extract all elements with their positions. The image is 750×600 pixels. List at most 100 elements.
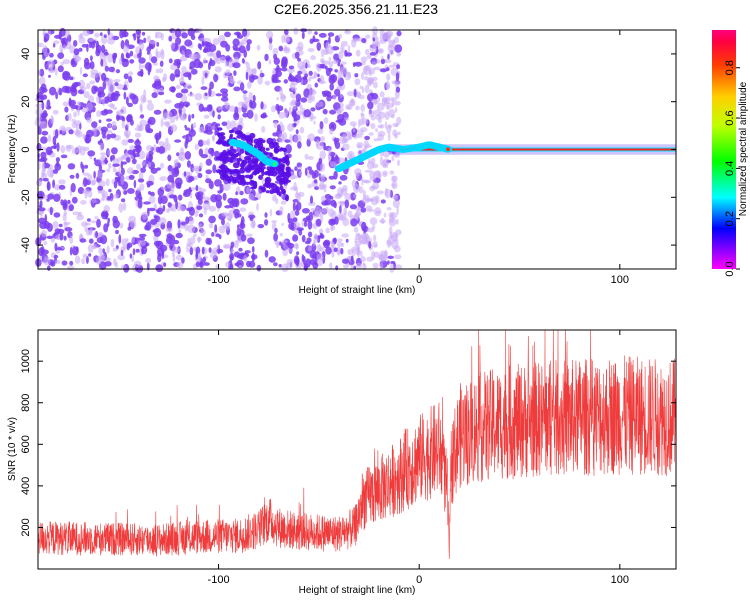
- spectrogram-noise-dot: [242, 159, 248, 166]
- spectrogram-noise-dot: [375, 210, 381, 214]
- spectrogram-noise-dot: [327, 32, 335, 37]
- spectrogram-noise-dot: [276, 191, 280, 196]
- spectrogram-noise-dot: [238, 264, 242, 268]
- spectrogram-noise-dot: [42, 45, 48, 54]
- spectrogram-noise-dot: [263, 151, 270, 156]
- spectrogram-noise-dot: [246, 43, 251, 52]
- spectrogram-noise-dot: [131, 236, 136, 243]
- spectrogram-noise-dot: [273, 73, 279, 84]
- spectrogram-noise-dot: [355, 262, 363, 270]
- spectrogram-noise-dot: [364, 135, 370, 141]
- spectrogram-noise-dot: [133, 179, 137, 189]
- snr-panel: -100 0 100 200 400 600 800 1000 Height of strai…: [7, 329, 677, 596]
- spectrogram-noise-dot: [115, 110, 123, 115]
- spectrogram-noise-dot: [200, 154, 208, 159]
- snr-xtick-label: -100: [208, 574, 230, 586]
- spectrogram-noise-dot: [370, 122, 376, 130]
- spectrogram-noise-dot: [374, 244, 378, 248]
- spectrogram-noise-dot: [107, 82, 116, 93]
- spectrogram-noise-dot: [329, 83, 335, 91]
- spectrogram-axes: -100 0 100 -40 -20 0 20 40: [20, 30, 676, 286]
- spectrogram-noise-dot: [354, 237, 358, 243]
- spectrogram-noise-dot: [309, 169, 314, 175]
- spectrogram-noise-dot: [38, 217, 46, 224]
- spectrogram-noise-dot: [269, 169, 274, 177]
- spectrogram-noise-dot: [260, 166, 266, 170]
- spectrogram-noise-dot: [232, 38, 240, 47]
- spectrogram-noise-dot: [337, 187, 344, 196]
- spectrogram-noise-dot: [260, 101, 264, 110]
- spectrogram-noise-dot: [42, 28, 46, 36]
- spectrogram-noise-dot: [326, 45, 334, 55]
- spectrogram-noise-dot: [215, 233, 221, 238]
- spectrogram-noise-dot: [379, 219, 386, 224]
- spectrogram-noise-dot: [236, 158, 243, 162]
- spectrogram-noise-dot: [348, 132, 353, 141]
- snr-xlabel: Height of straight line (km): [299, 585, 416, 596]
- spectrogram-noise-dot: [115, 69, 121, 74]
- spectrogram-noise-dot: [378, 254, 385, 261]
- spectrogram-noise-dot: [210, 194, 218, 203]
- spectrogram-noise-dot: [50, 116, 55, 125]
- spectrogram-noise-dot: [82, 253, 88, 259]
- spectrogram-noise-dot: [273, 147, 279, 154]
- spectrogram-noise-dot: [80, 105, 84, 110]
- spectrogram-noise-dot: [194, 143, 199, 150]
- spectrogram-noise-dot: [139, 48, 142, 58]
- spectrogram-noise-dot: [90, 55, 93, 62]
- spectrogram-noise-dot: [176, 59, 181, 69]
- snr-ytick-label: 400: [20, 477, 32, 495]
- spectrogram-noise-dot: [350, 98, 354, 103]
- spectrogram-noise-dot: [320, 58, 325, 64]
- spectrogram-noise-dot: [123, 130, 129, 137]
- spectrogram-noise-dot: [389, 170, 395, 175]
- spectrogram-noise-dot: [173, 194, 178, 203]
- spectrogram-noise-dot: [186, 247, 190, 253]
- spectrogram-noise-dot: [279, 206, 284, 216]
- spectrogram-noise-dot: [304, 153, 309, 160]
- spectrogram-noise-dot: [201, 76, 205, 86]
- spectrogram-noise-dot: [148, 63, 152, 73]
- spectrogram-noise-dot: [181, 32, 188, 39]
- spectrogram-noise-dot: [313, 120, 316, 125]
- spectrogram-noise-dot: [36, 142, 42, 152]
- spectrogram-noise-dot: [384, 121, 388, 130]
- spectrogram-noise-dot: [149, 40, 158, 45]
- spectrogram-noise-dot: [318, 228, 324, 235]
- spectrogram-noise-dot: [229, 158, 234, 164]
- spectrogram-noise-dot: [251, 246, 255, 253]
- spectrogram-noise-dot: [87, 218, 91, 222]
- spectrogram-xlabel: Height of straight line (km): [299, 285, 416, 296]
- spectrogram-noise-dot: [354, 73, 359, 78]
- spectrogram-noise-dot: [342, 143, 350, 151]
- spectrogram-noise-dot: [301, 234, 306, 243]
- spectrogram-noise-dot: [126, 167, 134, 175]
- spectrogram-noise-dot: [310, 55, 316, 61]
- spectrogram-noise-dot: [112, 168, 118, 173]
- spectrogram-noise-dot: [378, 111, 386, 119]
- spectrogram-noise-dot: [204, 45, 209, 53]
- spectrogram-noise-dot: [350, 218, 358, 227]
- spectrogram-noise-dot: [120, 161, 124, 170]
- spectrogram-noise-dot: [269, 182, 275, 187]
- spectrogram-noise-dot: [41, 130, 49, 136]
- spectrogram-noise-dot: [165, 121, 170, 128]
- spectrogram-noise-dot: [315, 218, 322, 227]
- spectrogram-noise-dot: [73, 40, 78, 47]
- spectrogram-noise-dot: [225, 141, 230, 147]
- spectrogram-noise-dot: [84, 189, 88, 199]
- spectrogram-noise-dot: [98, 119, 102, 124]
- spectrogram-noise-dot: [330, 74, 338, 83]
- spectrogram-noise-dot: [292, 201, 296, 212]
- spectrogram-noise-dot: [241, 58, 245, 64]
- spectrogram-noise-dot: [68, 129, 74, 135]
- spectrogram-noise-dot: [125, 96, 129, 106]
- spectrogram-noise-dot: [35, 179, 43, 187]
- spectrogram-noise-dot: [217, 105, 224, 111]
- spectrogram-noise-dot: [222, 182, 231, 191]
- spectrogram-noise-dot: [239, 82, 245, 92]
- spectrogram-noise-dot: [57, 65, 64, 73]
- spectrogram-noise-dot: [274, 227, 278, 234]
- spectrogram-noise-dot: [179, 114, 186, 121]
- spectrogram-noise-dot: [240, 39, 247, 45]
